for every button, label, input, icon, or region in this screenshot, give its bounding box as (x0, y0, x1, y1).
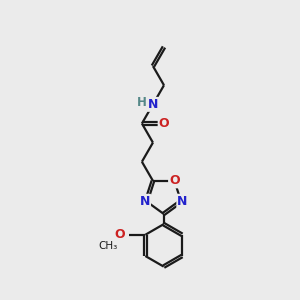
Text: N: N (177, 195, 188, 208)
Text: N: N (148, 98, 158, 111)
Text: O: O (169, 174, 180, 188)
Text: O: O (114, 228, 125, 241)
Text: H: H (137, 96, 147, 110)
Text: O: O (159, 117, 169, 130)
Text: CH₃: CH₃ (98, 241, 118, 251)
Text: N: N (140, 195, 150, 208)
